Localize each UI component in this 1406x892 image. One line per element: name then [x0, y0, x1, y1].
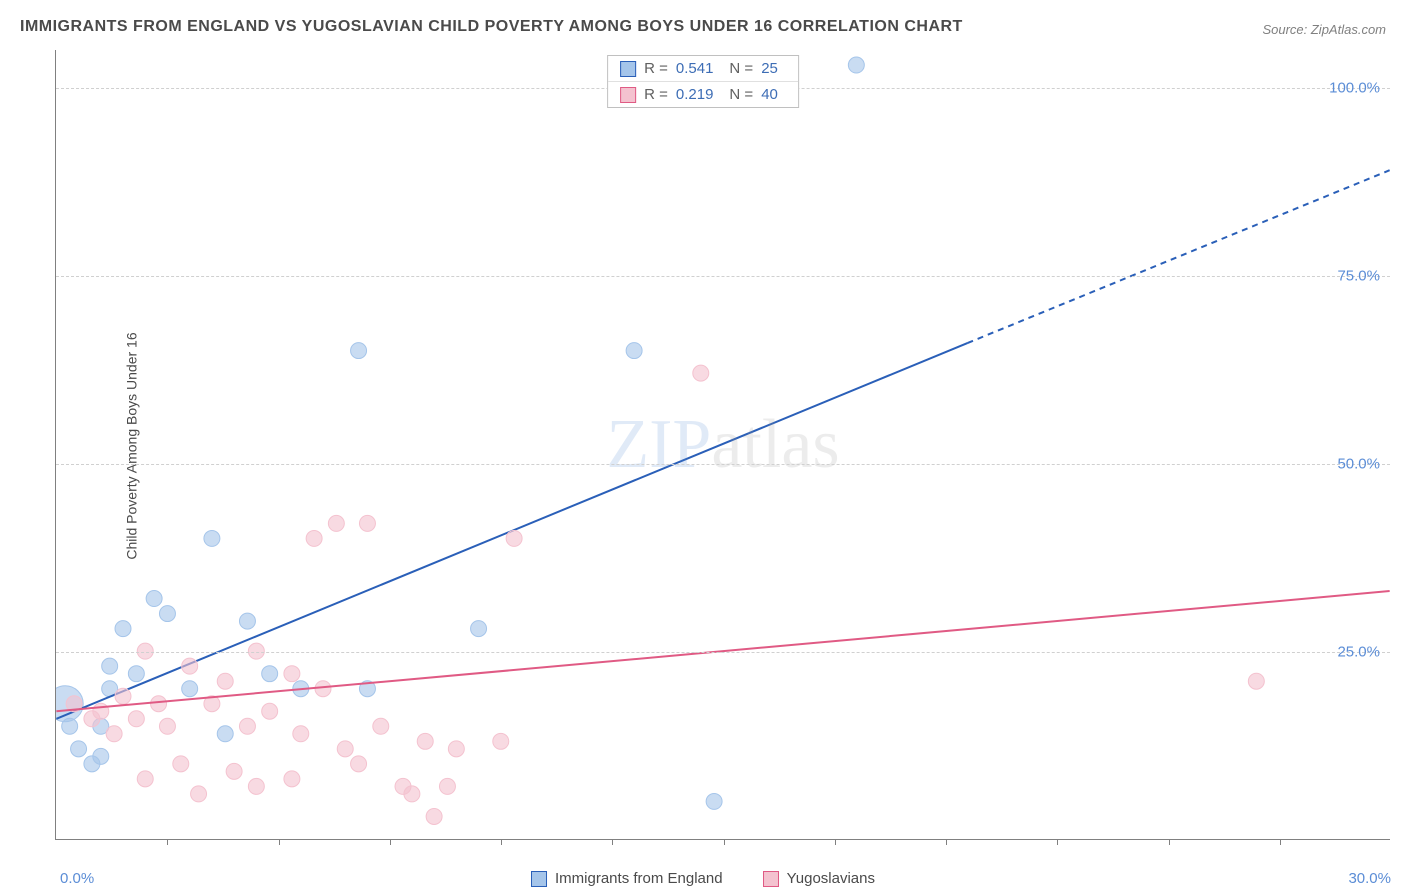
data-point — [471, 621, 487, 637]
data-point — [351, 343, 367, 359]
legend-label-yugoslavians: Yugoslavians — [787, 870, 875, 887]
x-tick — [1169, 839, 1170, 845]
x-tick — [501, 839, 502, 845]
data-point — [693, 365, 709, 381]
data-point — [128, 711, 144, 727]
data-point — [182, 681, 198, 697]
trend-line-extrapolated — [967, 170, 1389, 343]
stats-row-yugoslavians: R = 0.219 N = 40 — [608, 82, 798, 107]
data-point — [182, 658, 198, 674]
data-point — [248, 778, 264, 794]
series-legend: Immigrants from England Yugoslavians — [531, 870, 875, 887]
data-point — [151, 696, 167, 712]
x-axis-max-label: 30.0% — [1348, 870, 1391, 887]
data-point — [293, 726, 309, 742]
data-point — [106, 726, 122, 742]
data-point — [426, 808, 442, 824]
data-point — [262, 703, 278, 719]
data-point — [1248, 673, 1264, 689]
data-point — [62, 718, 78, 734]
data-point — [706, 793, 722, 809]
data-point — [262, 666, 278, 682]
gridline — [56, 652, 1390, 653]
data-point — [217, 726, 233, 742]
gridline — [56, 276, 1390, 277]
legend-item-england: Immigrants from England — [531, 870, 723, 887]
source-attribution: Source: ZipAtlas.com — [1262, 22, 1386, 37]
data-point — [173, 756, 189, 772]
y-tick-label: 50.0% — [1337, 455, 1380, 472]
data-point — [159, 718, 175, 734]
data-point — [93, 748, 109, 764]
stats-legend: R = 0.541 N = 25 R = 0.219 N = 40 — [607, 55, 799, 108]
swatch-yugoslavians — [620, 87, 636, 103]
x-tick — [612, 839, 613, 845]
data-point — [93, 703, 109, 719]
data-point — [102, 658, 118, 674]
data-point — [848, 57, 864, 73]
data-point — [226, 763, 242, 779]
data-point — [239, 613, 255, 629]
chart-title: IMMIGRANTS FROM ENGLAND VS YUGOSLAVIAN C… — [20, 18, 963, 36]
data-point — [404, 786, 420, 802]
x-axis-min-label: 0.0% — [60, 870, 94, 887]
chart-container: IMMIGRANTS FROM ENGLAND VS YUGOSLAVIAN C… — [0, 0, 1406, 892]
x-tick — [946, 839, 947, 845]
swatch-yugoslavians-bottom — [763, 871, 779, 887]
legend-item-yugoslavians: Yugoslavians — [763, 870, 875, 887]
data-point — [204, 530, 220, 546]
plot-area: ZIPatlas 25.0%50.0%75.0%100.0% — [55, 50, 1390, 840]
data-point — [115, 688, 131, 704]
data-point — [239, 718, 255, 734]
data-point — [284, 666, 300, 682]
data-point — [417, 733, 433, 749]
data-point — [217, 673, 233, 689]
stats-row-england: R = 0.541 N = 25 — [608, 56, 798, 82]
data-point — [351, 756, 367, 772]
legend-label-england: Immigrants from England — [555, 870, 723, 887]
y-tick-label: 75.0% — [1337, 267, 1380, 284]
scatter-svg — [56, 50, 1390, 839]
y-tick-label: 25.0% — [1337, 643, 1380, 660]
data-point — [146, 591, 162, 607]
x-tick — [724, 839, 725, 845]
data-point — [159, 606, 175, 622]
data-point — [328, 515, 344, 531]
data-point — [128, 666, 144, 682]
swatch-england — [620, 61, 636, 77]
data-point — [626, 343, 642, 359]
x-tick — [279, 839, 280, 845]
data-point — [306, 530, 322, 546]
data-point — [439, 778, 455, 794]
y-tick-label: 100.0% — [1329, 79, 1380, 96]
data-point — [284, 771, 300, 787]
x-tick — [835, 839, 836, 845]
data-point — [115, 621, 131, 637]
data-point — [337, 741, 353, 757]
x-tick — [1057, 839, 1058, 845]
swatch-england-bottom — [531, 871, 547, 887]
data-point — [506, 530, 522, 546]
gridline — [56, 464, 1390, 465]
data-point — [359, 515, 375, 531]
x-tick — [390, 839, 391, 845]
data-point — [373, 718, 389, 734]
data-point — [448, 741, 464, 757]
x-tick — [1280, 839, 1281, 845]
data-point — [137, 771, 153, 787]
data-point — [71, 741, 87, 757]
data-point — [191, 786, 207, 802]
data-point — [493, 733, 509, 749]
x-tick — [167, 839, 168, 845]
